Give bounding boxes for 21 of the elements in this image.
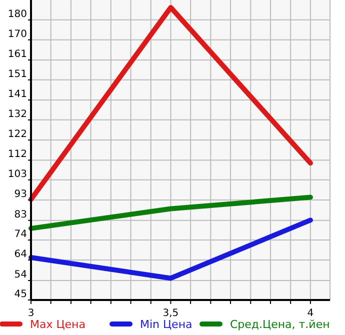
legend-label: Max Цена (30, 318, 86, 331)
y-tick-label: 54 (14, 270, 27, 280)
x-tick-label: 3,5 (162, 308, 179, 319)
legend-label: Min Цена (140, 318, 192, 331)
x-tick-label: 4 (307, 308, 314, 319)
x-tick-label: 3 (28, 308, 34, 319)
y-tick-label: 180 (8, 8, 27, 20)
y-tick-label: 74 (14, 229, 27, 240)
y-tick-label: 161 (8, 48, 27, 60)
y-tick-label: 45 (14, 289, 27, 300)
y-tick-label: 170 (8, 28, 27, 40)
y-tick-label: 103 (8, 168, 27, 180)
y-tick-label: 83 (14, 209, 27, 220)
y-tick-label: 64 (14, 248, 27, 260)
y-tick-label: 132 (8, 108, 27, 120)
y-tick-label: 151 (8, 68, 27, 80)
y-tick-label: 112 (8, 149, 27, 160)
legend-label: Сред.Цена, т.йен (230, 318, 330, 331)
y-tick-label: 122 (8, 129, 27, 140)
y-tick-label: 141 (8, 89, 27, 100)
y-tick-label: 93 (14, 189, 27, 200)
